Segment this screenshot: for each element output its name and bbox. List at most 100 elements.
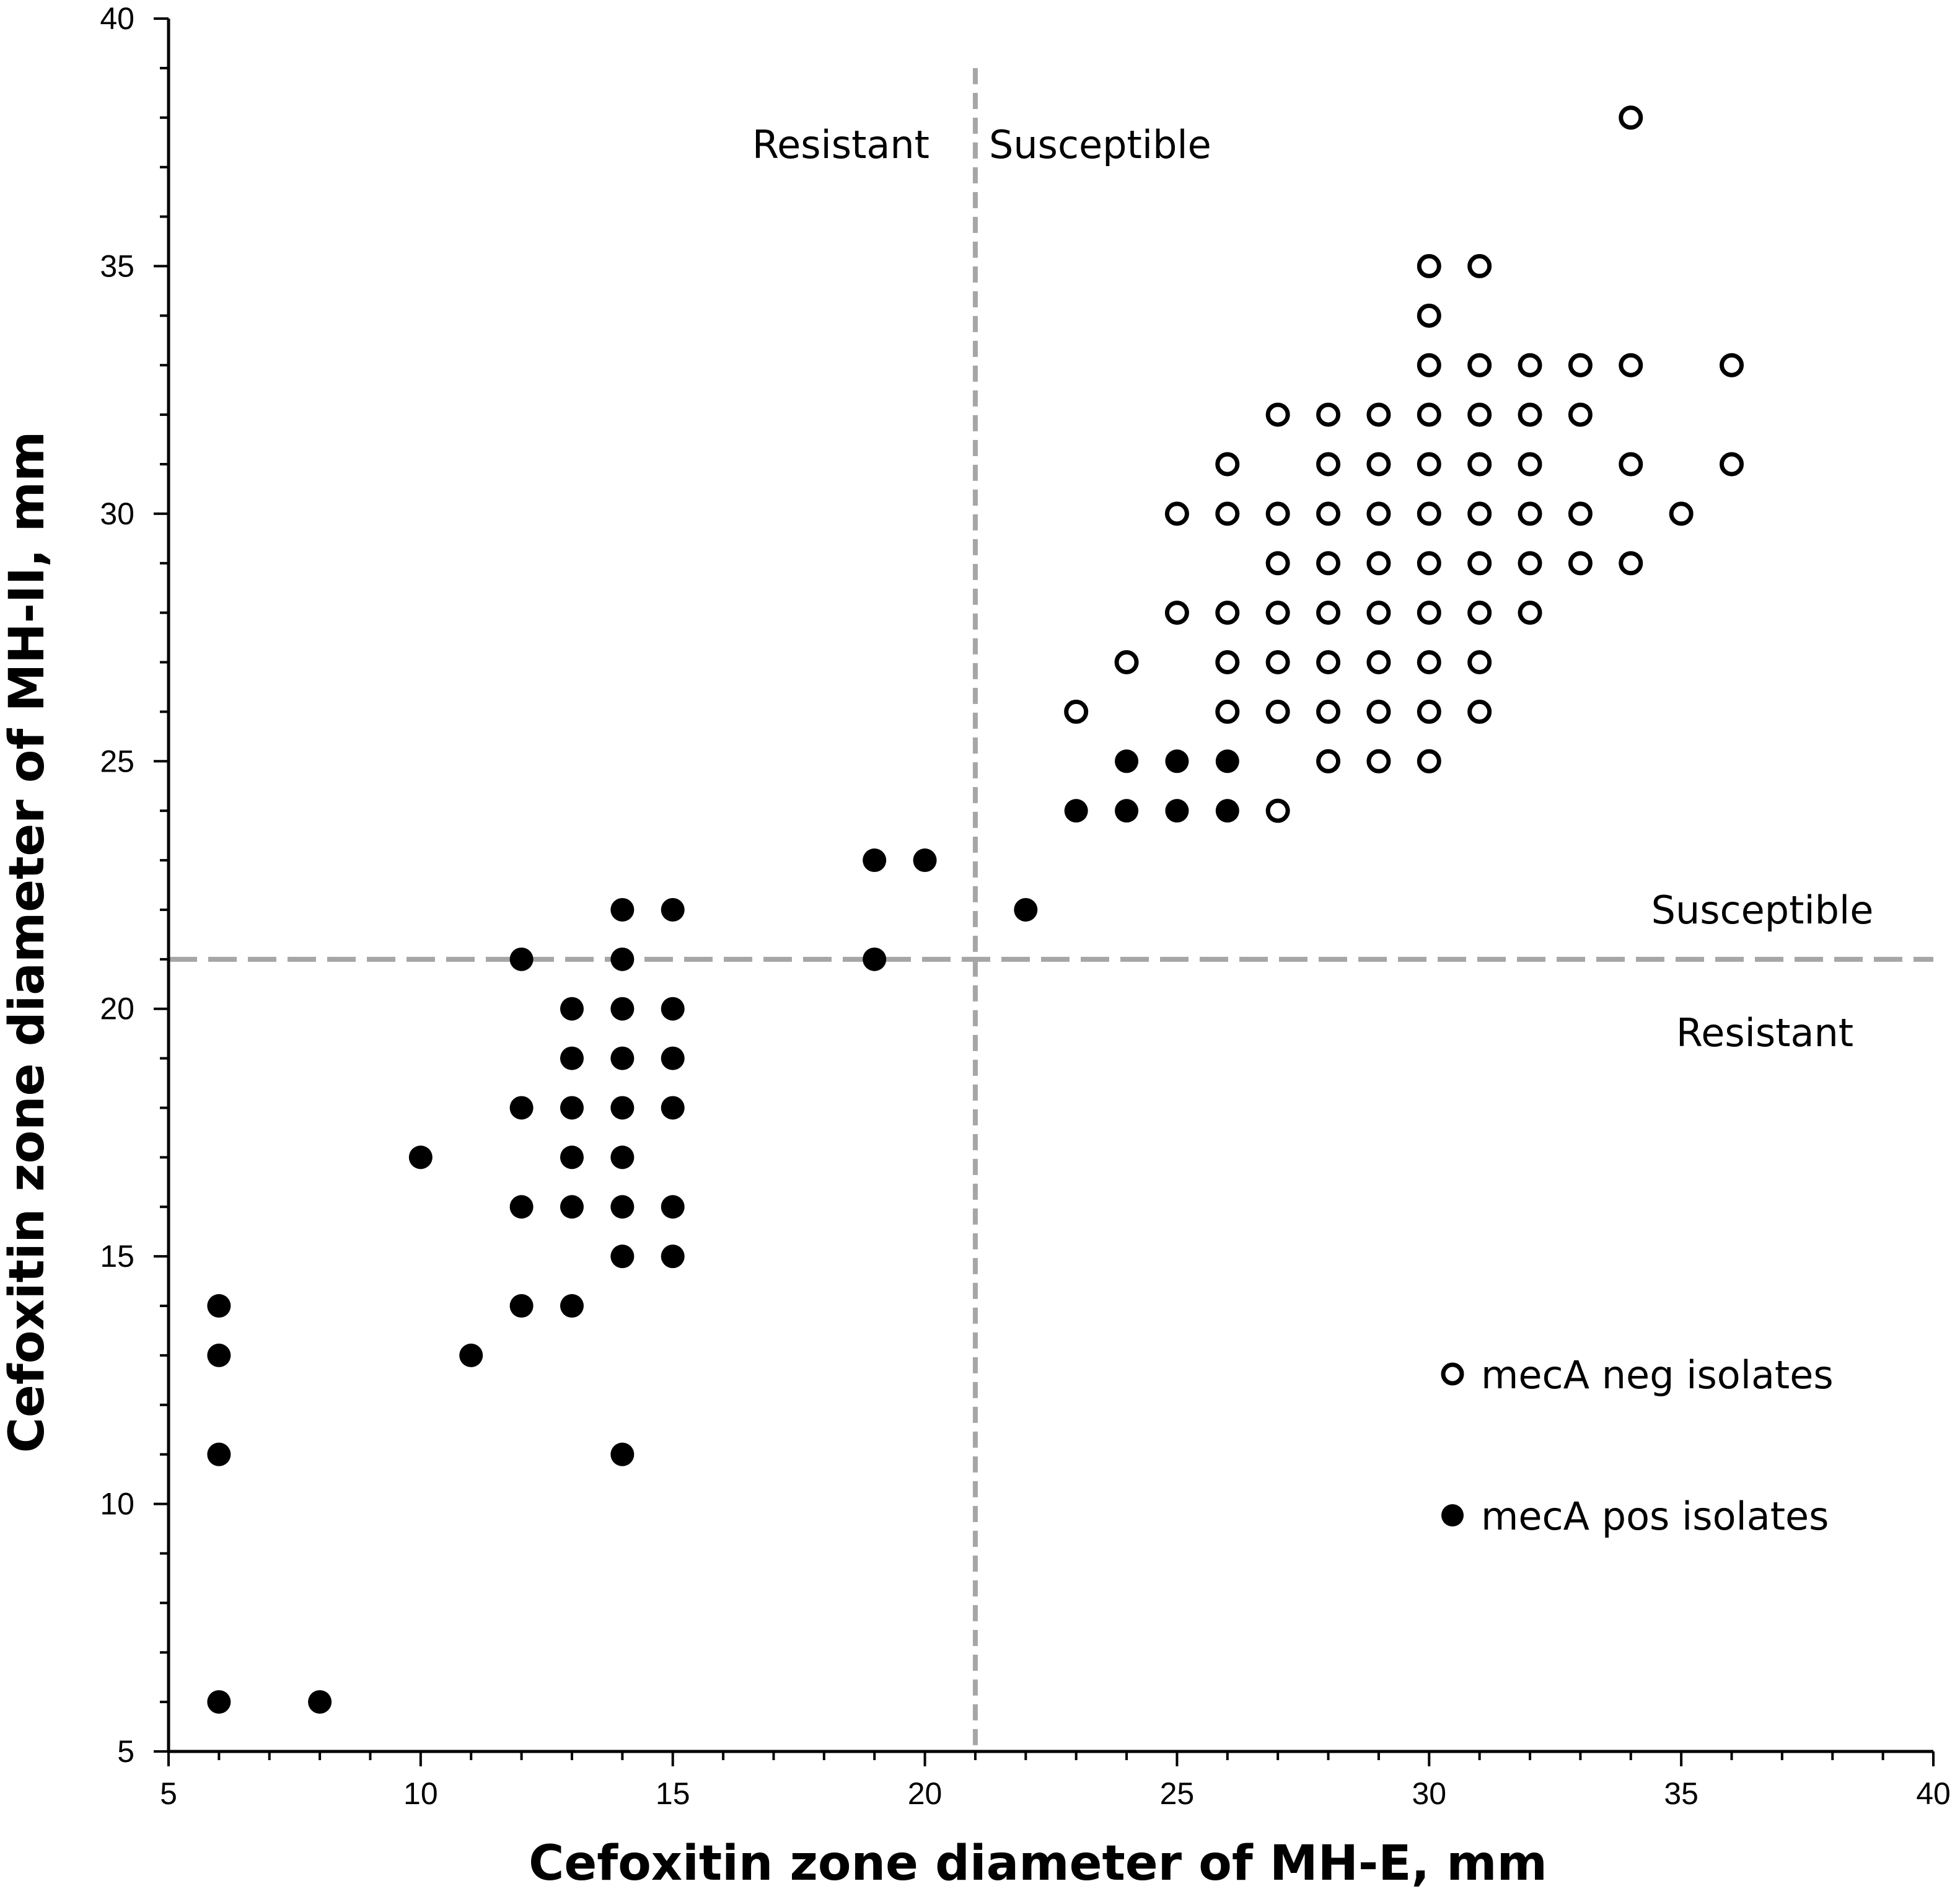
data-point-neg [1419, 653, 1439, 672]
data-point-pos [661, 997, 685, 1021]
y-tick-label: 40 [100, 1, 134, 36]
legend-marker-pos [1441, 1504, 1464, 1526]
data-point-neg [1419, 454, 1439, 474]
data-point-neg [1268, 801, 1288, 821]
data-point-neg [1470, 553, 1490, 573]
x-tick-label: 35 [1664, 1776, 1699, 1811]
x-tick-label: 20 [908, 1776, 943, 1811]
data-point-neg [1369, 504, 1389, 524]
data-point-neg [1470, 702, 1490, 721]
data-point-neg [1369, 454, 1389, 474]
data-point-neg [1319, 751, 1338, 771]
data-point-neg [1470, 405, 1490, 425]
x-axis-title: Cefoxitin zone diameter of MH-E, mm [529, 1836, 1547, 1892]
data-point-pos [661, 898, 685, 922]
data-point-neg [1671, 504, 1691, 524]
data-point-neg [1419, 306, 1439, 325]
data-point-neg [1319, 603, 1338, 623]
data-point-neg [1520, 603, 1540, 623]
data-point-neg [1218, 504, 1237, 524]
data-point-neg [1419, 603, 1439, 623]
y-tick-label: 15 [100, 1239, 134, 1274]
data-point-pos [610, 948, 634, 971]
data-point-pos [1115, 799, 1138, 822]
data-point-pos [207, 1690, 231, 1714]
data-point-pos [610, 1443, 634, 1466]
x-tick-label: 40 [1916, 1776, 1951, 1811]
data-point-neg [1218, 603, 1237, 623]
x-tick-label: 30 [1412, 1776, 1446, 1811]
data-point-pos [510, 1294, 534, 1318]
data-point-pos [661, 1195, 685, 1218]
data-point-neg [1268, 504, 1288, 524]
y-tick-label: 25 [100, 744, 134, 778]
data-point-neg [1470, 504, 1490, 524]
data-point-neg [1621, 553, 1641, 573]
data-point-neg [1520, 504, 1540, 524]
data-point-pos [610, 1244, 634, 1268]
data-point-neg [1419, 751, 1439, 771]
data-point-pos [510, 948, 534, 971]
y-tick-label: 5 [117, 1734, 134, 1769]
data-point-neg [1419, 702, 1439, 721]
data-point-neg [1117, 653, 1136, 672]
data-point-pos [510, 1096, 534, 1119]
y-tick-label: 20 [100, 992, 134, 1026]
data-point-neg [1419, 504, 1439, 524]
data-point-pos [560, 1047, 584, 1070]
data-point-neg [1520, 553, 1540, 573]
data-point-neg [1319, 702, 1338, 721]
data-point-pos [1165, 799, 1189, 822]
data-point-neg [1218, 653, 1237, 672]
data-point-neg [1268, 702, 1288, 721]
data-point-neg [1570, 504, 1590, 524]
data-point-pos [1216, 799, 1239, 822]
data-point-neg [1722, 454, 1742, 474]
data-point-neg [1570, 553, 1590, 573]
data-point-neg [1369, 405, 1389, 425]
legend: mecA neg isolates mecA pos isolates [1441, 1352, 1834, 1539]
data-point-pos [661, 1096, 685, 1119]
data-point-neg [1621, 108, 1641, 128]
x-tick-label: 10 [403, 1776, 438, 1811]
data-point-neg [1268, 653, 1288, 672]
data-point-neg [1520, 454, 1540, 474]
x-tick-label: 25 [1160, 1776, 1195, 1811]
data-point-pos [409, 1145, 433, 1169]
data-point-neg [1419, 553, 1439, 573]
data-point-pos [1014, 898, 1037, 922]
zone-label-vertical-left: Resistant [752, 122, 929, 167]
scatter-chart: 5 10 15 20 25 30 35 40510152025303540 Resistant… [0, 0, 1960, 1894]
data-point-neg [1218, 702, 1237, 721]
legend-marker-neg [1443, 1365, 1462, 1383]
data-point-neg [1167, 504, 1187, 524]
data-point-pos [1115, 749, 1138, 773]
data-point-neg [1419, 256, 1439, 276]
data-point-neg [1621, 454, 1641, 474]
x-tick-label: 5 [160, 1776, 177, 1811]
data-point-pos [610, 1145, 634, 1169]
data-point-pos [207, 1344, 231, 1367]
zone-label-horizontal-above: Susceptible [1651, 888, 1874, 933]
data-point-pos [560, 1145, 584, 1169]
data-point-pos [1165, 749, 1189, 773]
y-axis-title: Cefoxitin zone diameter of MH-II, mm [0, 431, 55, 1453]
data-point-pos [1216, 749, 1239, 773]
data-point-pos [459, 1344, 483, 1367]
data-point-neg [1066, 702, 1086, 721]
data-point-neg [1570, 355, 1590, 375]
data-point-pos [207, 1443, 231, 1466]
data-point-pos [510, 1195, 534, 1218]
data-point-neg [1470, 454, 1490, 474]
zone-label-horizontal-below: Resistant [1676, 1010, 1853, 1055]
y-tick-label: 10 [100, 1487, 134, 1522]
data-point-neg [1268, 603, 1288, 623]
legend-label-neg: mecA neg isolates [1481, 1352, 1834, 1398]
data-point-neg [1419, 355, 1439, 375]
y-tick-label: 35 [100, 249, 134, 283]
data-point-neg [1218, 454, 1237, 474]
data-point-pos [610, 997, 634, 1021]
zone-label-vertical-right: Susceptible [989, 122, 1211, 167]
data-point-neg [1470, 355, 1490, 375]
data-point-neg [1319, 454, 1338, 474]
